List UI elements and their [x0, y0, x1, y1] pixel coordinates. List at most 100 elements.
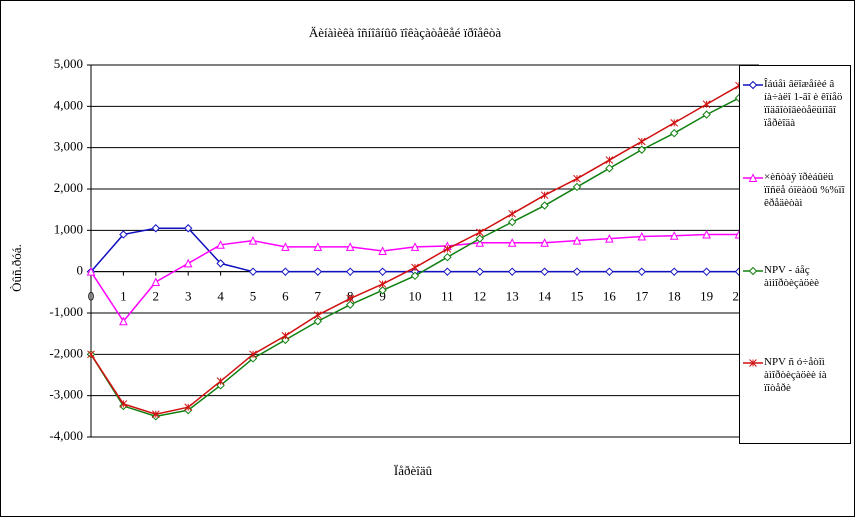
x-tick-label: 11	[441, 289, 454, 304]
point-marker	[248, 236, 258, 245]
point-marker	[605, 267, 614, 276]
point-marker	[378, 267, 387, 276]
point-marker	[151, 277, 161, 286]
x-tick-label: 2	[153, 289, 160, 304]
point-marker	[605, 233, 614, 243]
x-tick-label: 5	[250, 289, 257, 304]
x-tick-label: 13	[506, 289, 519, 304]
x-tick-label: 0	[88, 289, 95, 304]
x-tick-label: 17	[635, 289, 649, 304]
x-tick-label: 16	[603, 289, 617, 304]
point-marker	[443, 245, 452, 253]
point-marker	[378, 280, 387, 288]
legend-item: ×èñòàÿ ïðèáûëü ïîñëå óïëàòû %%ïî êðåäèòà…	[742, 171, 850, 210]
point-marker	[249, 350, 257, 359]
point-marker	[313, 311, 322, 319]
point-marker	[637, 267, 647, 276]
point-marker	[281, 242, 290, 251]
point-marker	[119, 316, 128, 326]
point-marker	[410, 271, 420, 281]
legend-item: NPV ñ ó÷åòîì àìîðòèçàöèè íà ïîòåðè	[742, 356, 850, 395]
point-marker	[572, 267, 582, 276]
point-marker	[378, 286, 387, 295]
point-marker	[345, 242, 355, 251]
legend-label: NPV ñ ó÷åòîì àìîðòèçàöèè íà ïîòåðè	[764, 356, 827, 394]
point-marker	[669, 267, 679, 276]
y-tick-label: 4,000	[54, 97, 83, 112]
point-marker	[216, 259, 225, 268]
point-marker	[216, 240, 225, 249]
point-marker	[637, 231, 647, 241]
point-marker	[702, 229, 711, 239]
point-marker	[605, 156, 614, 164]
point-marker	[540, 267, 549, 276]
point-marker	[410, 242, 420, 251]
point-marker	[183, 224, 193, 233]
point-marker	[475, 234, 485, 243]
point-marker	[281, 331, 290, 340]
point-marker	[87, 350, 95, 359]
point-marker	[637, 145, 647, 154]
legend-swatch	[743, 359, 763, 367]
point-marker	[184, 403, 193, 412]
point-marker	[572, 236, 582, 245]
point-marker	[443, 252, 452, 262]
legend-item: NPV - áåç àììîðòèçàöèè	[742, 264, 850, 290]
point-marker	[119, 400, 128, 408]
point-marker	[670, 119, 679, 127]
point-marker	[669, 128, 679, 138]
y-tick-label: 0	[77, 263, 84, 278]
point-marker	[748, 80, 758, 90]
point-marker	[119, 230, 128, 239]
point-marker	[572, 182, 582, 192]
point-marker	[345, 267, 355, 276]
point-marker	[669, 231, 679, 240]
y-tick-label: 5,000	[54, 56, 83, 71]
legend-swatch	[743, 266, 763, 276]
y-tick-label: -1,000	[49, 304, 83, 319]
x-tick-label: 7	[315, 289, 322, 304]
point-marker	[702, 110, 711, 119]
point-marker	[313, 317, 323, 326]
chart-title: Äèíàìèêà îñíîâíûõ ïîêàçàòåëåé ïðîåêòà	[309, 25, 502, 40]
point-marker	[748, 173, 758, 182]
point-marker	[508, 209, 517, 218]
point-marker	[507, 238, 517, 247]
y-tick-label: 2,000	[54, 180, 83, 195]
x-tick-label: 15	[571, 289, 584, 304]
point-marker	[346, 294, 355, 303]
point-marker	[507, 217, 517, 227]
x-tick-label: 9	[379, 289, 386, 304]
x-tick-label: 3	[185, 289, 192, 304]
point-marker	[443, 267, 452, 276]
point-marker	[313, 267, 323, 276]
point-marker	[248, 267, 258, 276]
point-marker	[411, 263, 419, 272]
x-tick-label: 14	[538, 289, 552, 304]
legend-label: ×èñòàÿ ïðèáûëü ïîñëå óïëàòû %%ïî êðåäèòà…	[764, 171, 845, 209]
point-marker	[183, 258, 193, 268]
point-marker	[281, 267, 290, 276]
point-marker	[749, 359, 757, 367]
point-marker	[151, 410, 160, 419]
legend: Îáúåì âëîæåíèé â íà÷àëî 1-ãî è êîíåö ïîä…	[739, 65, 851, 444]
legend-label: Îáúåì âëîæåíèé â íà÷àëî 1-ãî è êîíåö ïîä…	[764, 78, 843, 129]
x-tick-label: 18	[668, 289, 681, 304]
point-marker	[605, 164, 614, 173]
point-marker	[540, 191, 549, 200]
y-tick-label: -2,000	[49, 345, 83, 360]
x-tick-label: 10	[409, 289, 422, 304]
y-tick-label: -4,000	[49, 428, 83, 443]
point-marker	[378, 246, 387, 255]
point-marker	[151, 224, 161, 233]
y-axis-label: Òûñ.ðóá.	[9, 244, 24, 292]
point-marker	[86, 267, 96, 276]
point-marker	[540, 201, 549, 210]
legend-label: NPV - áåç àììîðòèçàöèè	[764, 264, 819, 289]
x-tick-label: 6	[282, 289, 289, 304]
legend-item: Îáúåì âëîæåíèé â íà÷àëî 1-ãî è êîíåö ïîä…	[742, 78, 850, 130]
point-marker	[702, 267, 711, 276]
